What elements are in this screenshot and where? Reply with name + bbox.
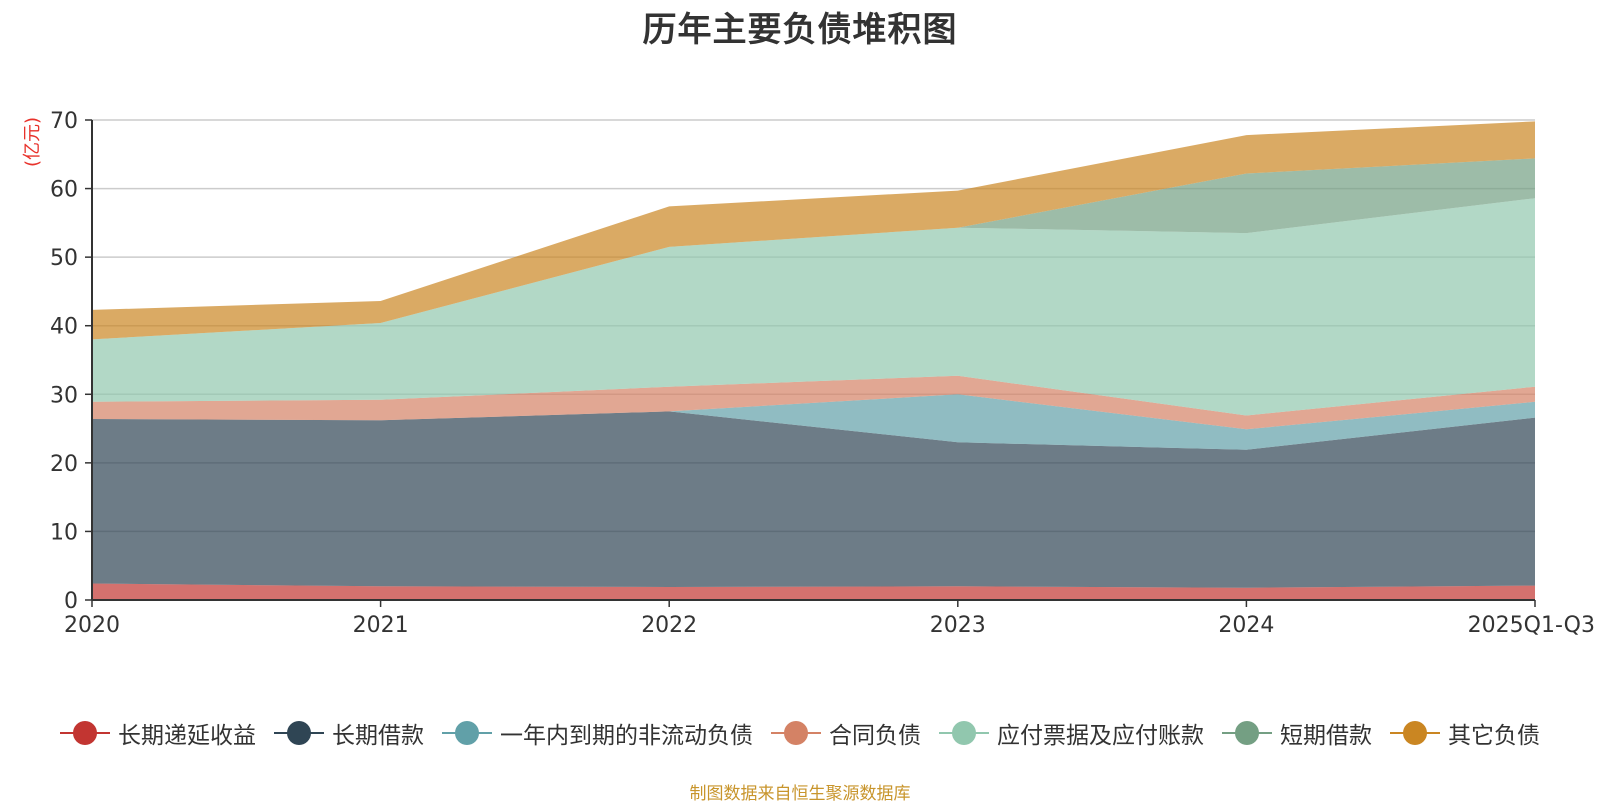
area-series-3[interactable] bbox=[92, 375, 1535, 430]
legend-marker-icon bbox=[771, 720, 821, 746]
legend-marker-icon bbox=[60, 720, 110, 746]
axes: 0 10 20 30 40 50 60 70 2020 2021 2022 2023 2024 2025Q… bbox=[50, 109, 1595, 638]
legend-label: 一年内到期的非流动负债 bbox=[500, 723, 753, 749]
y-tick-label: 0 bbox=[64, 589, 78, 614]
legend-label: 短期借款 bbox=[1280, 723, 1372, 749]
legend-item-3[interactable]: 合同负债 bbox=[771, 716, 921, 750]
legend-marker-icon bbox=[442, 720, 492, 746]
y-tick-label: 50 bbox=[50, 246, 78, 271]
y-tick-label: 40 bbox=[50, 315, 78, 340]
legend-item-4[interactable]: 应付票据及应付账款 bbox=[939, 716, 1204, 750]
y-tick-label: 10 bbox=[50, 520, 78, 545]
legend-marker-icon bbox=[274, 720, 324, 746]
legend-item-2[interactable]: 一年内到期的非流动负债 bbox=[442, 716, 753, 750]
x-tick-label: 2021 bbox=[353, 613, 409, 638]
y-tick-label: 60 bbox=[50, 178, 78, 203]
y-tick-label: 20 bbox=[50, 452, 78, 477]
area-series-6[interactable] bbox=[92, 121, 1535, 340]
x-tick-label: 2020 bbox=[64, 613, 120, 638]
y-tick-label: 30 bbox=[50, 383, 78, 408]
legend-label: 应付票据及应付账款 bbox=[997, 723, 1204, 749]
legend-label: 长期借款 bbox=[332, 723, 424, 749]
x-tick-label: 2023 bbox=[930, 613, 986, 638]
legend-item-5[interactable]: 短期借款 bbox=[1222, 716, 1372, 750]
legend-item-0[interactable]: 长期递延收益 bbox=[60, 716, 256, 750]
legend-item-1[interactable]: 长期借款 bbox=[274, 716, 424, 750]
legend-marker-icon bbox=[1390, 720, 1440, 746]
x-tick-label: 2024 bbox=[1218, 613, 1274, 638]
source-note: 制图数据来自恒生聚源数据库 bbox=[689, 784, 911, 804]
chart-title: 历年主要负债堆积图 bbox=[642, 10, 958, 50]
legend-item-6[interactable]: 其它负债 bbox=[1390, 716, 1540, 750]
area-series-4[interactable] bbox=[92, 198, 1535, 416]
area-series-0[interactable] bbox=[92, 583, 1535, 601]
legend: 长期递延收益 长期借款 一年内到期的非流动负债 合同负债 应付票据及应付账款 短期借款 其它… bbox=[0, 715, 1600, 751]
x-tick-label: 2022 bbox=[641, 613, 697, 638]
legend-label: 其它负债 bbox=[1448, 723, 1540, 749]
y-axis-unit-label: (亿元) bbox=[22, 117, 43, 167]
x-tick-label: 2025Q1-Q3 bbox=[1468, 613, 1595, 638]
area-series-1[interactable] bbox=[92, 411, 1535, 588]
area-series-5[interactable] bbox=[92, 158, 1535, 340]
legend-label: 长期递延收益 bbox=[118, 723, 256, 749]
area-series[interactable] bbox=[92, 121, 1535, 600]
legend-label: 合同负债 bbox=[829, 723, 921, 749]
area-series-2[interactable] bbox=[92, 394, 1535, 450]
y-tick-label: 70 bbox=[50, 109, 78, 134]
legend-marker-icon bbox=[1222, 720, 1272, 746]
legend-marker-icon bbox=[939, 720, 989, 746]
